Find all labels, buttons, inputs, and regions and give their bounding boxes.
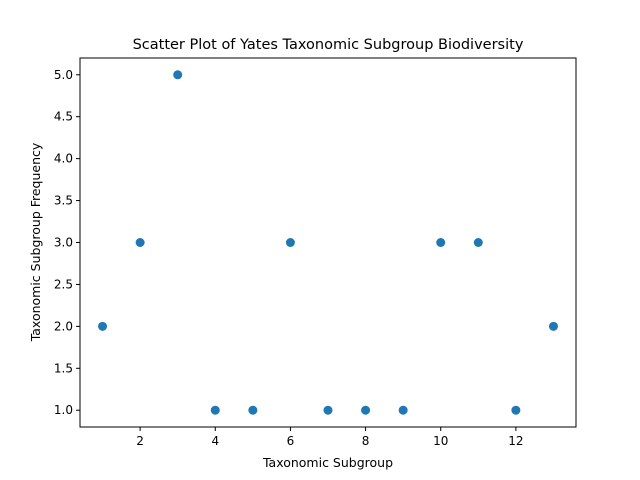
data-point bbox=[323, 405, 333, 415]
chart-title: Scatter Plot of Yates Taxonomic Subgroup… bbox=[133, 37, 524, 53]
y-tick-label: 2.5 bbox=[54, 277, 73, 291]
x-axis-label: Taxonomic Subgroup bbox=[262, 455, 393, 470]
x-tick-label: 10 bbox=[433, 434, 448, 448]
y-tick-label: 5.0 bbox=[54, 68, 73, 82]
y-axis-label: Taxonomic Subgroup Frequency bbox=[28, 142, 43, 342]
data-point bbox=[98, 321, 108, 331]
data-point bbox=[248, 405, 258, 415]
x-tick-label: 6 bbox=[287, 434, 295, 448]
y-tick-label: 1.5 bbox=[54, 361, 73, 375]
plot-area: 2 4 6 8 10 12 1.0 1.5 2.0 2.5 3.0 3.5 4.0 4.5 5.0 bbox=[54, 57, 577, 448]
x-tick-label: 8 bbox=[362, 434, 370, 448]
x-tick-label: 4 bbox=[211, 434, 219, 448]
data-point bbox=[361, 405, 371, 415]
data-point bbox=[285, 238, 295, 247]
data-point bbox=[511, 405, 521, 415]
x-tick-label: 2 bbox=[136, 434, 144, 448]
data-point bbox=[210, 405, 220, 415]
data-point bbox=[548, 321, 558, 331]
y-tick-label: 4.0 bbox=[54, 152, 73, 166]
data-point bbox=[398, 405, 408, 415]
y-tick-label: 4.5 bbox=[54, 110, 73, 124]
y-tick-label: 1.0 bbox=[54, 403, 73, 417]
data-point bbox=[135, 238, 145, 247]
y-tick-label: 3.0 bbox=[54, 236, 73, 250]
data-point bbox=[473, 238, 483, 247]
y-tick-label: 2.0 bbox=[54, 319, 73, 333]
x-tick-label: 12 bbox=[508, 434, 523, 448]
data-point bbox=[436, 238, 446, 247]
data-point bbox=[173, 70, 183, 80]
y-tick-label: 3.5 bbox=[54, 194, 73, 208]
